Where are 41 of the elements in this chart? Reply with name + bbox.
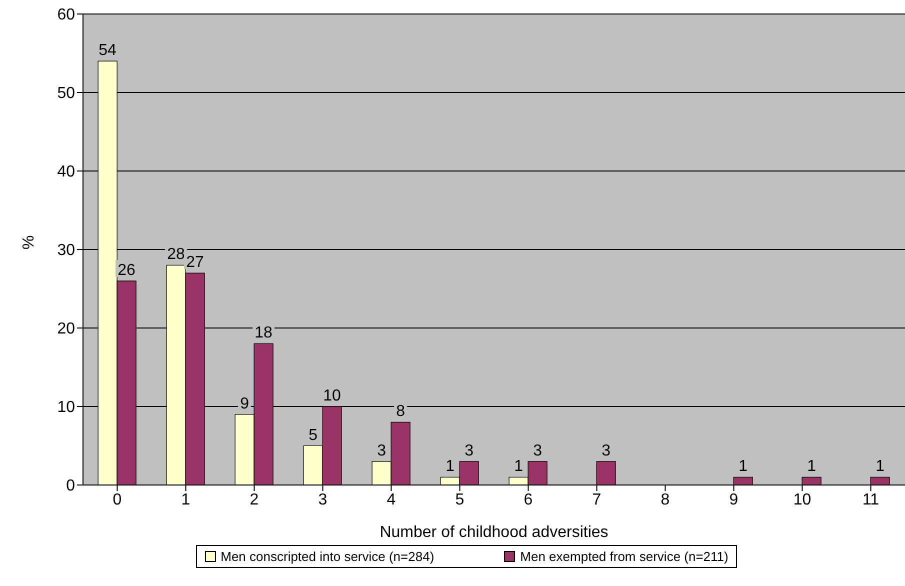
x-tick-label: 6: [524, 491, 533, 508]
data-label: 8: [396, 403, 406, 420]
y-tick-label: 30: [57, 242, 76, 260]
data-label: 1: [876, 458, 885, 476]
x-tick-label: 4: [386, 491, 396, 508]
x-axis-title: Number of childhood adversities: [380, 524, 608, 541]
x-tick-label: 0: [112, 491, 122, 508]
y-tick-label: 40: [57, 164, 76, 181]
x-tick-label: 3: [318, 491, 328, 508]
data-label: 27: [186, 254, 204, 272]
y-tick-label: 20: [57, 320, 76, 338]
y-axis-title: %: [20, 235, 38, 250]
data-label: 54: [98, 42, 117, 60]
data-label: 26: [118, 262, 136, 279]
x-tick-label: 7: [592, 491, 602, 508]
x-tick-label: 2: [250, 491, 259, 508]
y-tick-label: 10: [57, 399, 76, 416]
data-label: 28: [167, 246, 186, 264]
data-label: 5: [308, 426, 318, 444]
data-label: 9: [240, 395, 250, 412]
y-tick-label: 0: [66, 478, 76, 495]
data-label: 1: [807, 458, 816, 476]
data-label: 3: [377, 442, 386, 460]
x-tick-label: 5: [455, 491, 464, 508]
data-label: 3: [464, 442, 474, 460]
data-label: 10: [323, 388, 342, 404]
x-tick-label: 1: [181, 491, 190, 508]
data-label: 1: [738, 458, 748, 476]
legend-label: Men conscripted into service (n=284): [220, 549, 434, 564]
x-tick-label: 10: [793, 491, 812, 508]
y-tick-label: 50: [57, 85, 76, 102]
y-tick-label: 60: [57, 6, 76, 24]
x-tick-label: 11: [862, 491, 880, 508]
x-tick-label: 8: [660, 491, 670, 508]
data-label: 1: [446, 458, 455, 476]
data-label: 18: [254, 324, 273, 342]
legend-label: Men exempted from service (n=211): [520, 549, 728, 564]
x-tick-label: 9: [729, 491, 738, 508]
data-label: 3: [533, 442, 542, 460]
data-label: 1: [514, 458, 524, 476]
data-label: 3: [602, 442, 611, 460]
